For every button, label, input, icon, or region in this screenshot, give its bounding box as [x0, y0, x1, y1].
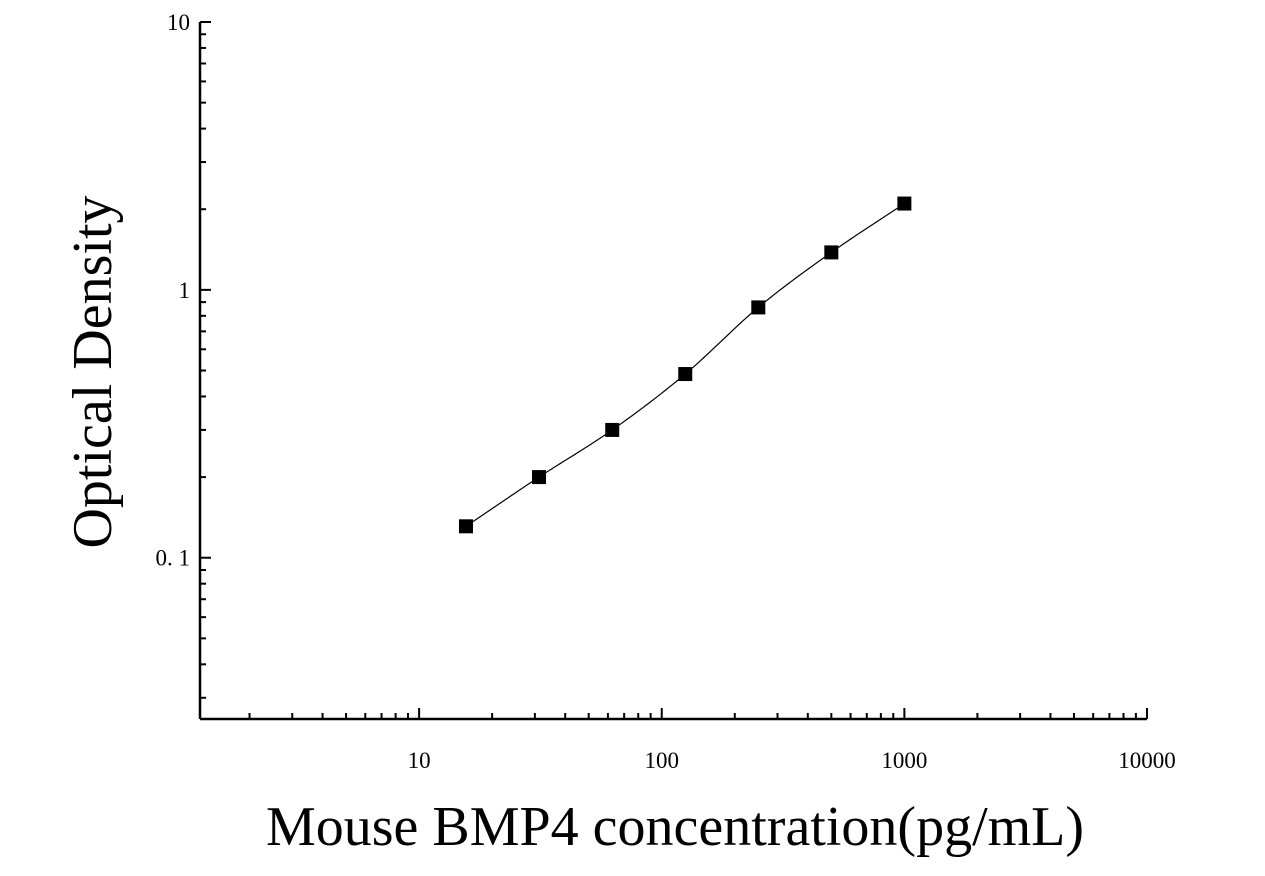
ticks — [200, 21, 1148, 719]
data-point — [605, 422, 620, 437]
data-points — [458, 196, 912, 534]
fit-curve — [465, 203, 905, 527]
x-tick-label: 10000 — [1118, 748, 1176, 773]
y-axis-title: Optical Density — [62, 195, 124, 548]
data-point — [824, 245, 839, 260]
x-tick-label: 1000 — [881, 748, 927, 773]
data-point — [897, 196, 912, 211]
x-tick-label: 100 — [644, 748, 679, 773]
x-tick-label: 10 — [408, 748, 431, 773]
axes — [198, 22, 1147, 721]
y-tick-label: 0. 1 — [156, 546, 191, 571]
y-tick-label: 10 — [167, 10, 190, 35]
data-point — [751, 300, 766, 315]
data-point — [458, 519, 473, 534]
tick-labels: 10 100 1000 10000 0. 1 1 10 — [156, 10, 1176, 773]
data-point — [678, 367, 693, 382]
y-tick-label: 1 — [179, 278, 191, 303]
x-axis-title: Mouse BMP4 concentration(pg/mL) — [266, 796, 1084, 858]
data-point — [532, 470, 547, 485]
